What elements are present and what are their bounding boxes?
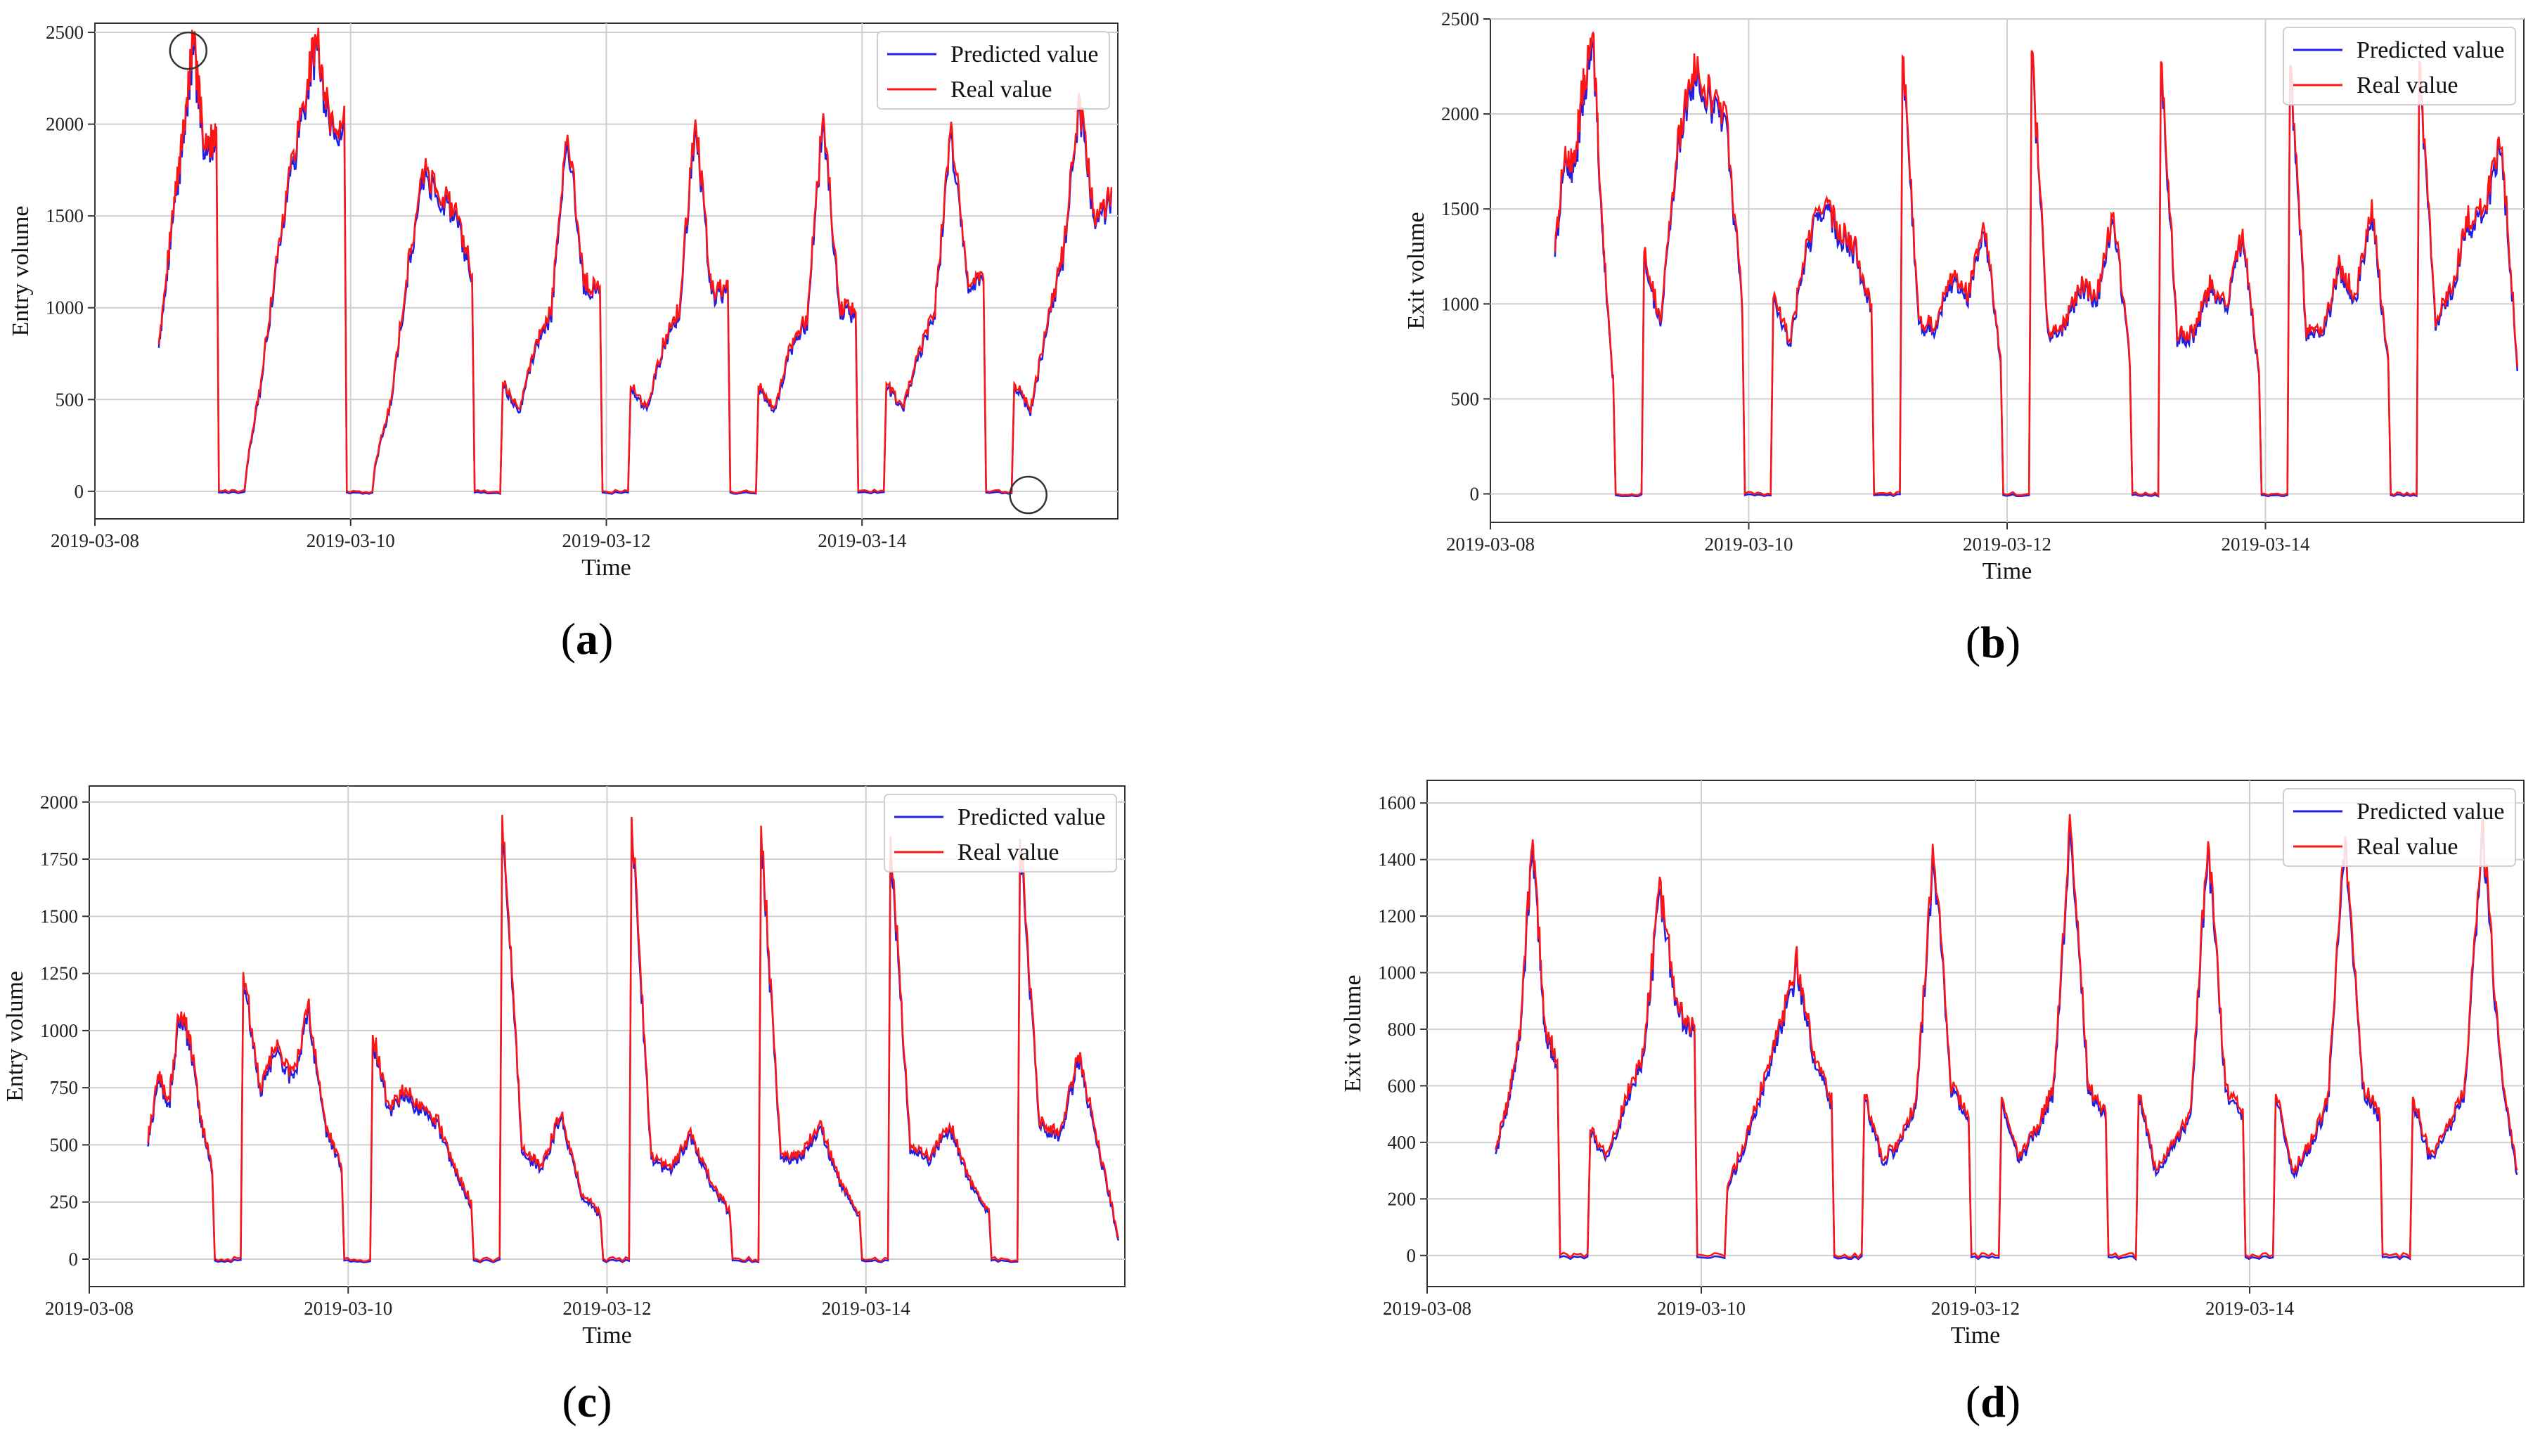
y-tick-label: 0 [75, 481, 84, 502]
y-axis-label: Entry volume [8, 205, 34, 336]
legend-real-label: Real value [2357, 72, 2458, 98]
x-tick-label: 2019-03-14 [818, 530, 906, 551]
x-tick-label: 2019-03-08 [1383, 1298, 1471, 1319]
chart-panel-c: 2019-03-08 2019-03-10 2019-03-12 2019-03-14… [2, 785, 1126, 1426]
y-axis-label: Entry volume [2, 971, 28, 1102]
y-tick-label: 1200 [1378, 906, 1416, 927]
panel-tag: (d) [1966, 1377, 2020, 1426]
x-tick-label: 2019-03-12 [1963, 534, 2051, 555]
predicted-value-line [146, 819, 1120, 1263]
legend-real-label: Real value [950, 77, 1052, 103]
x-tick-label: 2019-03-08 [1446, 534, 1535, 555]
y-tick-label: 1500 [40, 906, 78, 927]
legend: Predicted value Real value [877, 31, 1110, 110]
panel-letter: b [1980, 617, 2006, 667]
x-tick-label: 2019-03-12 [1931, 1298, 2020, 1319]
y-tick-label: 2500 [1441, 8, 1479, 30]
legend-predicted-label: Predicted value [950, 41, 1099, 67]
y-tick-label: 2500 [46, 22, 84, 43]
y-tick-label: 0 [69, 1249, 79, 1270]
y-tick-label: 1600 [1378, 792, 1416, 813]
panel-letter: d [1980, 1377, 2006, 1426]
chart-panel-a: 2019-03-08 2019-03-10 2019-03-12 2019-03-14… [8, 22, 1118, 664]
annotation-circle [169, 31, 208, 70]
panel-tag: (b) [1966, 617, 2020, 667]
y-tick-label: 2000 [46, 114, 84, 135]
x-tick-label: 2019-03-10 [304, 1298, 392, 1319]
y-tick-label: 1000 [1441, 293, 1479, 314]
x-tick-label: 2019-03-10 [1705, 534, 1793, 555]
chart-panel-b: 2019-03-08 2019-03-10 2019-03-12 2019-03-14… [1403, 8, 2525, 667]
y-tick-label: 1000 [40, 1020, 78, 1041]
y-tick-label: 0 [1407, 1245, 1417, 1266]
y-tick-label: 1000 [1378, 962, 1416, 984]
legend: Predicted value Real value [2283, 27, 2516, 105]
panel-tag: (c) [562, 1377, 612, 1426]
x-tick-label: 2019-03-10 [307, 530, 395, 551]
real-value-line [1554, 31, 2519, 498]
legend: Predicted value Real value [884, 794, 1117, 872]
panel-letter: c [577, 1377, 597, 1426]
x-axis-label: Time [1951, 1322, 2001, 1348]
x-tick-label: 2019-03-12 [562, 530, 651, 551]
legend-predicted-label: Predicted value [958, 804, 1106, 830]
y-tick-label: 1500 [46, 205, 84, 226]
y-tick-label: 2000 [40, 792, 78, 813]
y-tick-label: 2000 [1441, 103, 1479, 124]
y-tick-label: 200 [1388, 1188, 1417, 1209]
legend-predicted-label: Predicted value [2357, 37, 2505, 63]
x-axis-label: Time [582, 1322, 632, 1348]
x-tick-label: 2019-03-12 [563, 1298, 652, 1319]
x-tick-label: 2019-03-14 [2205, 1298, 2294, 1319]
legend-predicted-label: Predicted value [2357, 799, 2505, 825]
predicted-value-line [1495, 816, 2518, 1261]
panel-letter: a [576, 614, 598, 664]
y-tick-label: 1750 [40, 849, 78, 870]
legend-real-label: Real value [958, 839, 1059, 865]
x-tick-label: 2019-03-10 [1657, 1298, 1746, 1319]
chart-panel-d: 2019-03-08 2019-03-10 2019-03-12 2019-03-14… [1340, 780, 2525, 1426]
x-tick-label: 2019-03-14 [2222, 534, 2310, 555]
y-tick-label: 1000 [46, 297, 84, 318]
y-tick-label: 0 [1470, 483, 1480, 504]
real-value-line [146, 815, 1120, 1263]
y-tick-label: 600 [1388, 1075, 1417, 1096]
y-tick-label: 1250 [40, 963, 78, 984]
real-value-line [157, 27, 1113, 495]
panel-tag: (a) [561, 614, 614, 664]
y-tick-label: 500 [50, 1134, 79, 1155]
y-axis-label: Exit volume [1403, 212, 1429, 329]
y-tick-label: 400 [1388, 1132, 1417, 1153]
y-tick-label: 250 [50, 1192, 79, 1213]
y-tick-label: 750 [50, 1077, 79, 1098]
y-tick-label: 500 [56, 389, 84, 410]
x-tick-label: 2019-03-08 [51, 530, 139, 551]
y-tick-label: 800 [1388, 1019, 1417, 1040]
annotation-circle [1009, 475, 1047, 515]
legend-real-label: Real value [2357, 834, 2458, 860]
y-axis-label: Exit volume [1340, 974, 1366, 1092]
y-tick-label: 1400 [1378, 849, 1416, 870]
x-tick-label: 2019-03-08 [45, 1298, 134, 1319]
y-tick-label: 1500 [1441, 198, 1479, 219]
y-tick-label: 500 [1451, 388, 1480, 409]
x-tick-label: 2019-03-14 [822, 1298, 910, 1319]
legend: Predicted value Real value [2283, 788, 2516, 867]
x-axis-label: Time [1983, 558, 2032, 584]
x-axis-label: Time [581, 555, 631, 581]
